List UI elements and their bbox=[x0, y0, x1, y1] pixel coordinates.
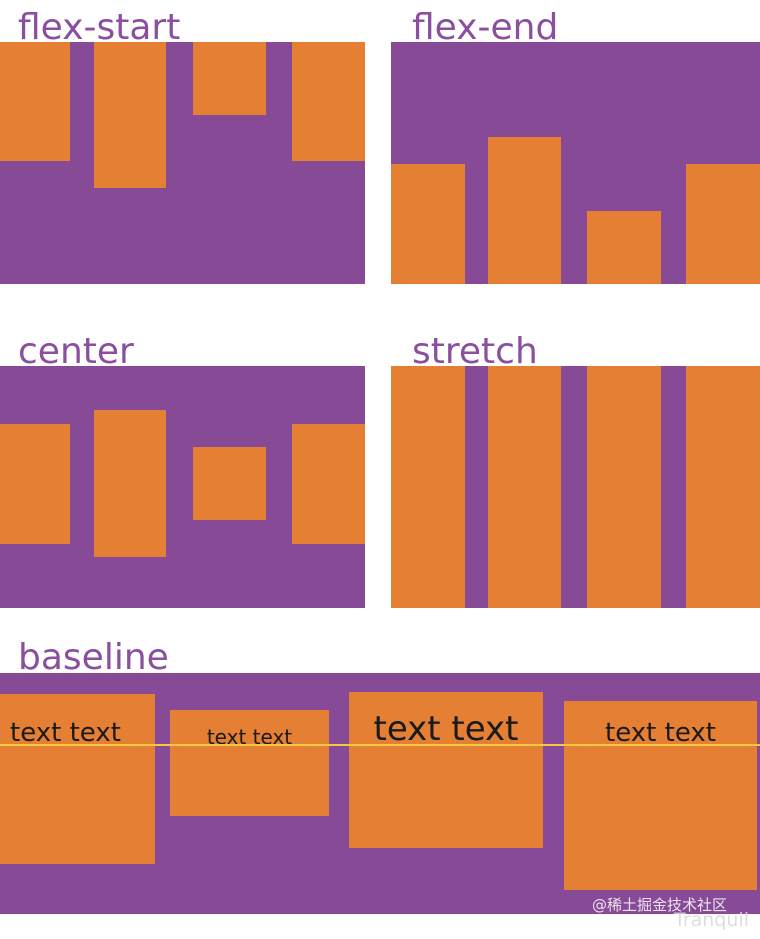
center-item-3 bbox=[193, 447, 266, 520]
baseline-item-1-text: text text bbox=[10, 718, 121, 748]
center-item-2 bbox=[94, 410, 166, 557]
baseline-container: text text text text text text text text bbox=[0, 673, 760, 914]
baseline-item-2-text: text text bbox=[206, 725, 293, 749]
flex-start-container bbox=[0, 42, 365, 284]
stretch-container bbox=[391, 366, 760, 608]
baseline-label: baseline bbox=[18, 637, 169, 678]
baseline-item-3: text text bbox=[349, 692, 543, 848]
flex-start-item-4 bbox=[292, 42, 365, 161]
flex-end-container bbox=[391, 42, 760, 284]
stretch-label: stretch bbox=[412, 331, 538, 372]
baseline-line bbox=[0, 744, 760, 746]
flex-start-label: flex-start bbox=[18, 7, 181, 48]
watermark-author: Tranquil bbox=[674, 909, 749, 931]
flex-start-item-2 bbox=[94, 42, 166, 188]
center-item-1 bbox=[0, 424, 70, 544]
flex-start-item-3 bbox=[193, 42, 266, 115]
flex-end-item-2 bbox=[488, 137, 561, 284]
flex-end-item-4 bbox=[686, 164, 760, 284]
center-container bbox=[0, 366, 365, 608]
baseline-item-4-text: text text bbox=[605, 718, 716, 748]
watermark-site: @稀土掘金技术社区 bbox=[592, 896, 728, 914]
flex-end-label: flex-end bbox=[412, 7, 559, 48]
stretch-item-2 bbox=[488, 366, 561, 608]
stretch-item-3 bbox=[587, 366, 661, 608]
baseline-item-1: text text bbox=[0, 694, 155, 864]
baseline-item-3-text: text text bbox=[373, 709, 519, 749]
baseline-item-2: text text bbox=[170, 710, 329, 816]
flex-end-item-3 bbox=[587, 211, 661, 284]
stretch-item-1 bbox=[391, 366, 465, 608]
baseline-item-4: text text bbox=[564, 701, 757, 890]
center-label: center bbox=[18, 331, 134, 372]
stretch-item-4 bbox=[686, 366, 760, 608]
center-item-4 bbox=[292, 424, 365, 544]
flex-end-item-1 bbox=[391, 164, 465, 284]
flex-start-item-1 bbox=[0, 42, 70, 161]
